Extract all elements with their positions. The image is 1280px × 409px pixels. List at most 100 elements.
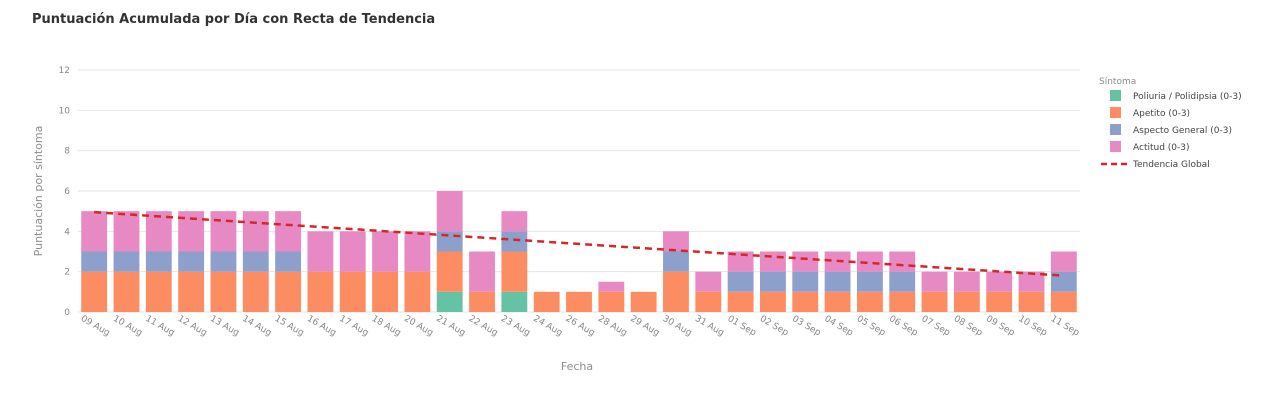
bar-segment: [275, 271, 302, 312]
bar-segment: [210, 211, 237, 252]
bar-segment: [695, 291, 722, 312]
y-tick-label: 8: [64, 147, 70, 157]
x-tick-label: 31 Aug: [693, 314, 726, 339]
x-tick-label: 13 Aug: [208, 314, 241, 339]
bar-segment: [889, 271, 916, 292]
bar-segment: [695, 271, 722, 292]
x-tick-label: 24 Aug: [531, 314, 564, 339]
bar-segment: [436, 231, 463, 252]
bar-segment: [242, 251, 269, 272]
bar-segment: [436, 191, 463, 232]
bar-segment: [824, 291, 851, 312]
bar-segment: [307, 231, 334, 272]
bar-segment: [436, 251, 463, 292]
bar-segment: [856, 251, 883, 272]
bar-segment: [760, 251, 786, 272]
x-tick-label: 09 Sep: [984, 314, 1016, 338]
x-tick-label: 10 Aug: [111, 314, 144, 339]
legend-swatch: [1110, 124, 1121, 135]
bar-segment: [501, 291, 528, 312]
y-tick-label: 4: [64, 227, 70, 237]
bar-segment: [1018, 271, 1045, 292]
x-tick-label: 29 Aug: [628, 314, 661, 339]
bar-segment: [953, 271, 980, 292]
x-tick-label: 01 Sep: [726, 314, 758, 338]
y-tick-label: 6: [64, 187, 70, 197]
bar-segment: [760, 271, 786, 292]
bar-segment: [921, 271, 948, 292]
bar-segment: [113, 211, 140, 252]
bar-segment: [501, 211, 528, 232]
y-tick-label: 12: [59, 66, 70, 76]
bar-segment: [856, 291, 883, 312]
x-tick-label: 16 Aug: [305, 314, 338, 339]
bar-segment: [404, 231, 431, 272]
bar-segment: [178, 271, 205, 312]
bar-segment: [242, 271, 269, 312]
bar-segment: [986, 271, 1013, 292]
bar-segment: [792, 251, 819, 272]
bar-segment: [372, 231, 398, 272]
bar-segment: [760, 291, 786, 312]
bar-segment: [663, 271, 689, 312]
x-tick-label: 30 Aug: [661, 314, 694, 339]
x-tick-label: 11 Aug: [143, 314, 176, 339]
x-tick-label: 06 Sep: [887, 314, 919, 338]
x-tick-label: 09 Aug: [79, 314, 112, 339]
bar-segment: [210, 251, 237, 272]
x-tick-label: 11 Sep: [1049, 314, 1081, 338]
x-tick-label: 15 Aug: [273, 314, 306, 339]
bar-segment: [598, 291, 625, 312]
bars: [81, 191, 1077, 312]
x-tick-label: 21 Aug: [434, 314, 467, 339]
bar-segment: [275, 251, 302, 272]
legend: Síntoma Poliuria / Polidipsia (0-3) Apeti…: [1099, 77, 1242, 170]
bar-segment: [501, 231, 528, 252]
bar-segment: [339, 271, 366, 312]
bar-segment: [145, 251, 172, 272]
legend-title: Síntoma: [1099, 77, 1136, 87]
legend-swatch: [1110, 90, 1121, 101]
bar-segment: [178, 251, 205, 272]
x-tick-label: 03 Sep: [790, 314, 822, 338]
bar-segment: [727, 271, 754, 292]
x-tick-label: 20 Aug: [402, 314, 435, 339]
bar-segment: [145, 271, 172, 312]
trend-line-path: [94, 210, 1064, 277]
bar-segment: [210, 271, 237, 312]
bar-segment: [436, 291, 463, 312]
x-tick-label: 02 Sep: [758, 314, 790, 338]
y-axis-title: Puntuación por síntoma: [32, 126, 45, 257]
legend-entry-trend: Tendencia Global: [1132, 160, 1210, 170]
bar-segment: [889, 251, 916, 272]
bar-segment: [81, 211, 108, 252]
bar-segment: [727, 291, 754, 312]
x-tick-label: 23 Aug: [499, 314, 532, 339]
legend-swatch: [1110, 141, 1121, 152]
x-tick-label: 18 Aug: [370, 314, 403, 339]
bar-segment: [953, 291, 980, 312]
x-tick-label: 08 Sep: [952, 314, 984, 338]
bar-segment: [469, 291, 495, 312]
bar-segment: [81, 251, 108, 272]
bar-segment: [598, 281, 625, 292]
x-tick-label: 26 Aug: [564, 314, 597, 339]
bar-segment: [307, 271, 334, 312]
bar-segment: [404, 271, 431, 312]
bar-segment: [113, 251, 140, 272]
bar-segment: [1050, 251, 1077, 272]
x-tick-label: 22 Aug: [467, 314, 500, 339]
x-tick-label: 07 Sep: [920, 314, 952, 338]
bar-segment: [242, 211, 269, 252]
legend-swatch: [1110, 107, 1121, 118]
x-tick-label: 12 Aug: [176, 314, 209, 339]
bar-segment: [469, 251, 495, 292]
bar-segment: [372, 271, 398, 312]
bar-segment: [566, 291, 592, 312]
bar-segment: [986, 291, 1013, 312]
x-axis-title: Fecha: [561, 360, 593, 373]
legend-entry: Apetito (0-3): [1133, 109, 1190, 119]
y-tick-label: 0: [64, 308, 70, 318]
x-tick-label: 10 Sep: [1016, 314, 1048, 338]
